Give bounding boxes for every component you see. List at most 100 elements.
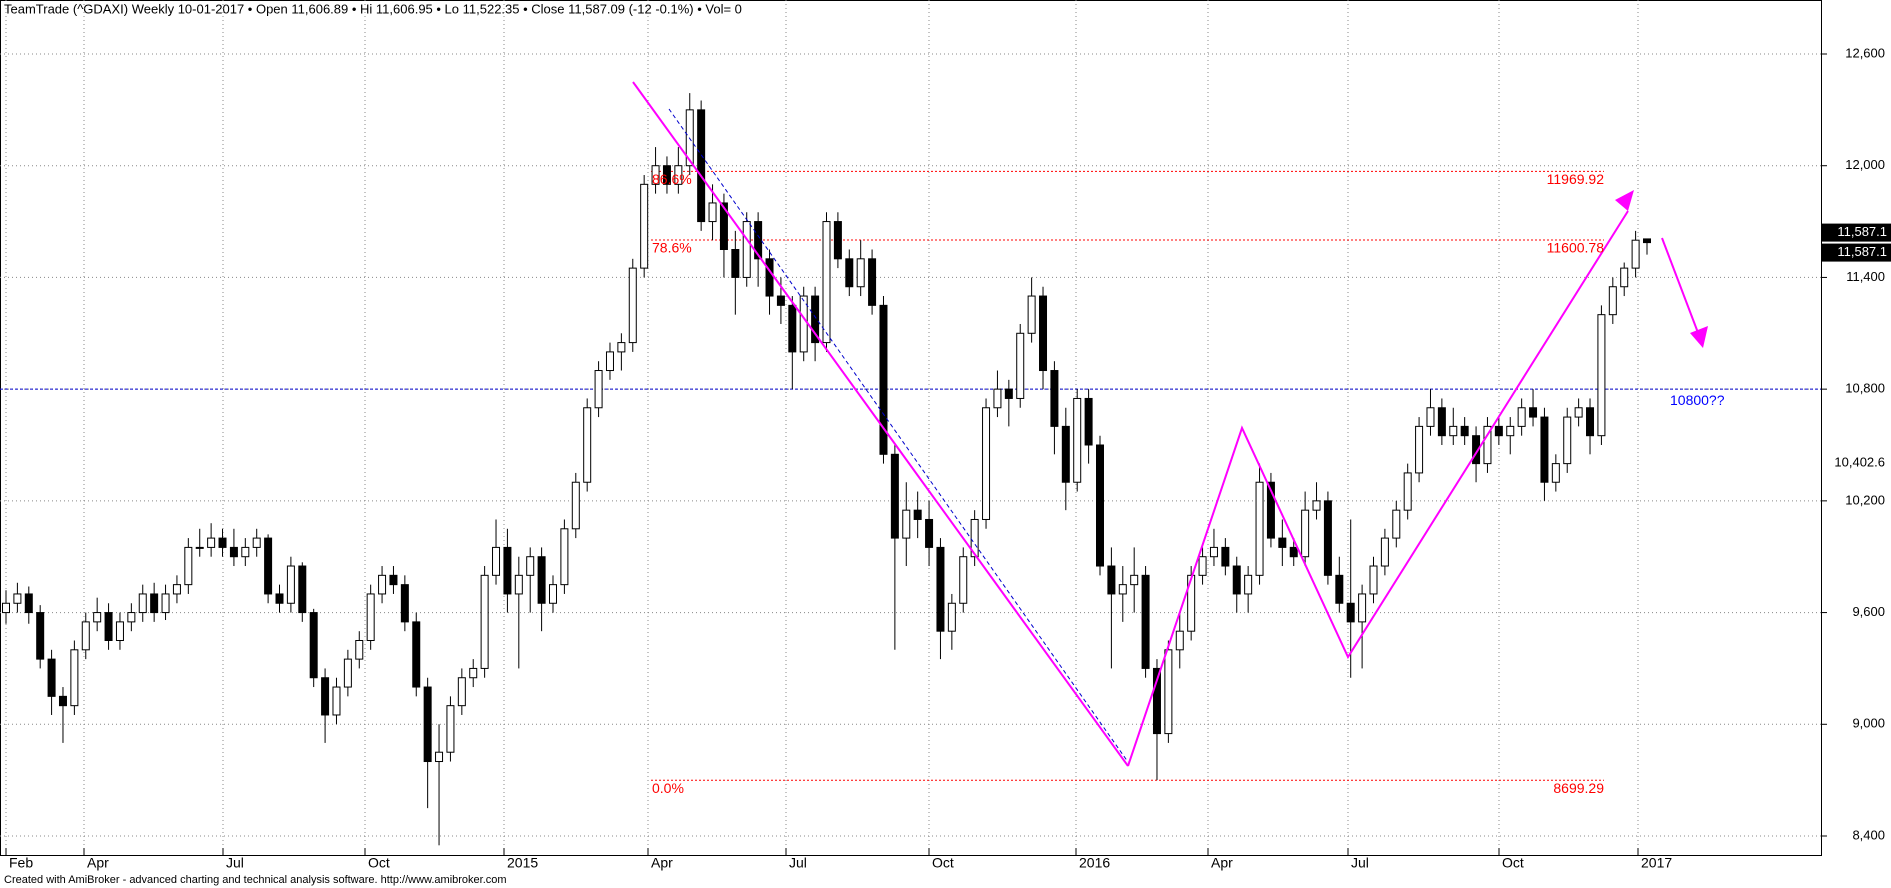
candle-body xyxy=(1061,425,1070,483)
candle-body xyxy=(1198,556,1207,576)
candle-body xyxy=(378,574,387,595)
candle-body xyxy=(286,565,295,604)
x-tick-label: Apr xyxy=(87,855,109,871)
candle-body xyxy=(1175,630,1184,651)
candle-body xyxy=(480,574,489,669)
candle-body xyxy=(651,165,660,185)
y-tick-label: 8,400 xyxy=(1852,827,1885,842)
candle-body xyxy=(389,574,398,586)
candle-body xyxy=(1255,481,1264,576)
candle-body xyxy=(628,267,637,344)
plot-frame xyxy=(0,0,1822,856)
candle-body xyxy=(93,612,102,623)
y-tick-label: 10,800 xyxy=(1845,381,1885,396)
candle-body xyxy=(1027,295,1036,334)
candle-body xyxy=(1506,425,1515,437)
candle-body xyxy=(1323,500,1332,576)
x-tick-label: Jul xyxy=(1351,855,1369,871)
candle-body xyxy=(1472,435,1481,465)
candle-body xyxy=(1278,537,1287,548)
candle-body xyxy=(70,649,79,707)
x-tick-label: Oct xyxy=(1502,855,1524,871)
candle-body xyxy=(1152,667,1161,735)
candle-body xyxy=(697,109,706,223)
candle-body xyxy=(469,667,478,679)
candle-body xyxy=(184,546,193,586)
candle-body xyxy=(332,686,341,716)
candle-body xyxy=(1574,407,1583,418)
x-tick-label: Jul xyxy=(226,855,244,871)
candle-body xyxy=(150,593,159,614)
candle-body xyxy=(1449,425,1458,437)
candle-body xyxy=(1346,602,1355,623)
candle-body xyxy=(252,537,261,548)
footer: Created with AmiBroker - advanced charti… xyxy=(4,874,507,886)
candle-body xyxy=(1164,649,1173,735)
candle-body xyxy=(1084,397,1093,446)
candle-body xyxy=(492,546,501,576)
candle-body xyxy=(1141,574,1150,669)
x-tick-label: Apr xyxy=(1211,855,1233,871)
candle-body xyxy=(229,546,238,558)
candle-body xyxy=(1529,407,1538,418)
candle-body xyxy=(423,686,432,763)
candle-body xyxy=(765,258,774,297)
candle-body xyxy=(1483,425,1492,465)
x-tick-label: Jul xyxy=(789,855,807,871)
trend-line xyxy=(1127,210,1629,767)
candle-body xyxy=(81,621,90,651)
fib-price: 11969.92 xyxy=(1547,171,1605,187)
candle-body xyxy=(617,342,626,353)
forecast-arrow xyxy=(1661,237,1701,339)
candle-body xyxy=(833,221,842,260)
fib-label: 86.6% xyxy=(652,171,692,187)
candle-body xyxy=(731,249,740,278)
candle-body xyxy=(412,621,421,688)
candle-body xyxy=(959,556,968,604)
candle-body xyxy=(605,351,614,372)
candle-body xyxy=(662,165,671,185)
trend-line xyxy=(632,81,1129,767)
candle-body xyxy=(1369,565,1378,595)
fib-label: 78.6% xyxy=(652,240,692,256)
candle-body xyxy=(1118,584,1127,595)
candle-body xyxy=(195,546,204,549)
candle-body xyxy=(1004,388,1013,399)
candle-body xyxy=(298,565,307,614)
candle-body xyxy=(207,537,216,548)
candle-body xyxy=(902,509,911,539)
candle-body xyxy=(1608,286,1617,316)
candle-body xyxy=(788,304,797,353)
candle-body xyxy=(1586,407,1595,437)
y-tick-label: 11,400 xyxy=(1846,269,1885,284)
candle-body xyxy=(822,221,831,344)
candle-body xyxy=(1232,565,1241,595)
candle-body xyxy=(1551,463,1560,483)
y-tick-label: 12,000 xyxy=(1845,157,1885,172)
candle-body xyxy=(309,612,318,679)
x-tick-label: Apr xyxy=(651,855,673,871)
candle-body xyxy=(1187,574,1196,632)
candle-body xyxy=(936,546,945,632)
candle-body xyxy=(982,407,991,520)
candle-body xyxy=(13,593,22,604)
candle-body xyxy=(1403,472,1412,511)
candle-body xyxy=(321,677,330,716)
x-tick-label: Oct xyxy=(932,855,954,871)
candle-body xyxy=(1016,332,1025,399)
y-tick-label: 12,600 xyxy=(1845,45,1885,60)
candle-body xyxy=(366,593,375,642)
candle-body xyxy=(868,258,877,306)
candle-body xyxy=(742,221,751,278)
candle-body xyxy=(560,528,569,586)
candle-body xyxy=(127,612,136,623)
candle-body xyxy=(925,518,934,548)
candle-body xyxy=(435,751,444,763)
candle-body xyxy=(890,453,899,539)
candle-body xyxy=(1107,565,1116,595)
candle-body xyxy=(1437,407,1446,437)
axis-marker-label: 10,402.6 xyxy=(1834,455,1885,470)
candle-body xyxy=(845,258,854,288)
fib-price: 8699.29 xyxy=(1553,780,1604,796)
